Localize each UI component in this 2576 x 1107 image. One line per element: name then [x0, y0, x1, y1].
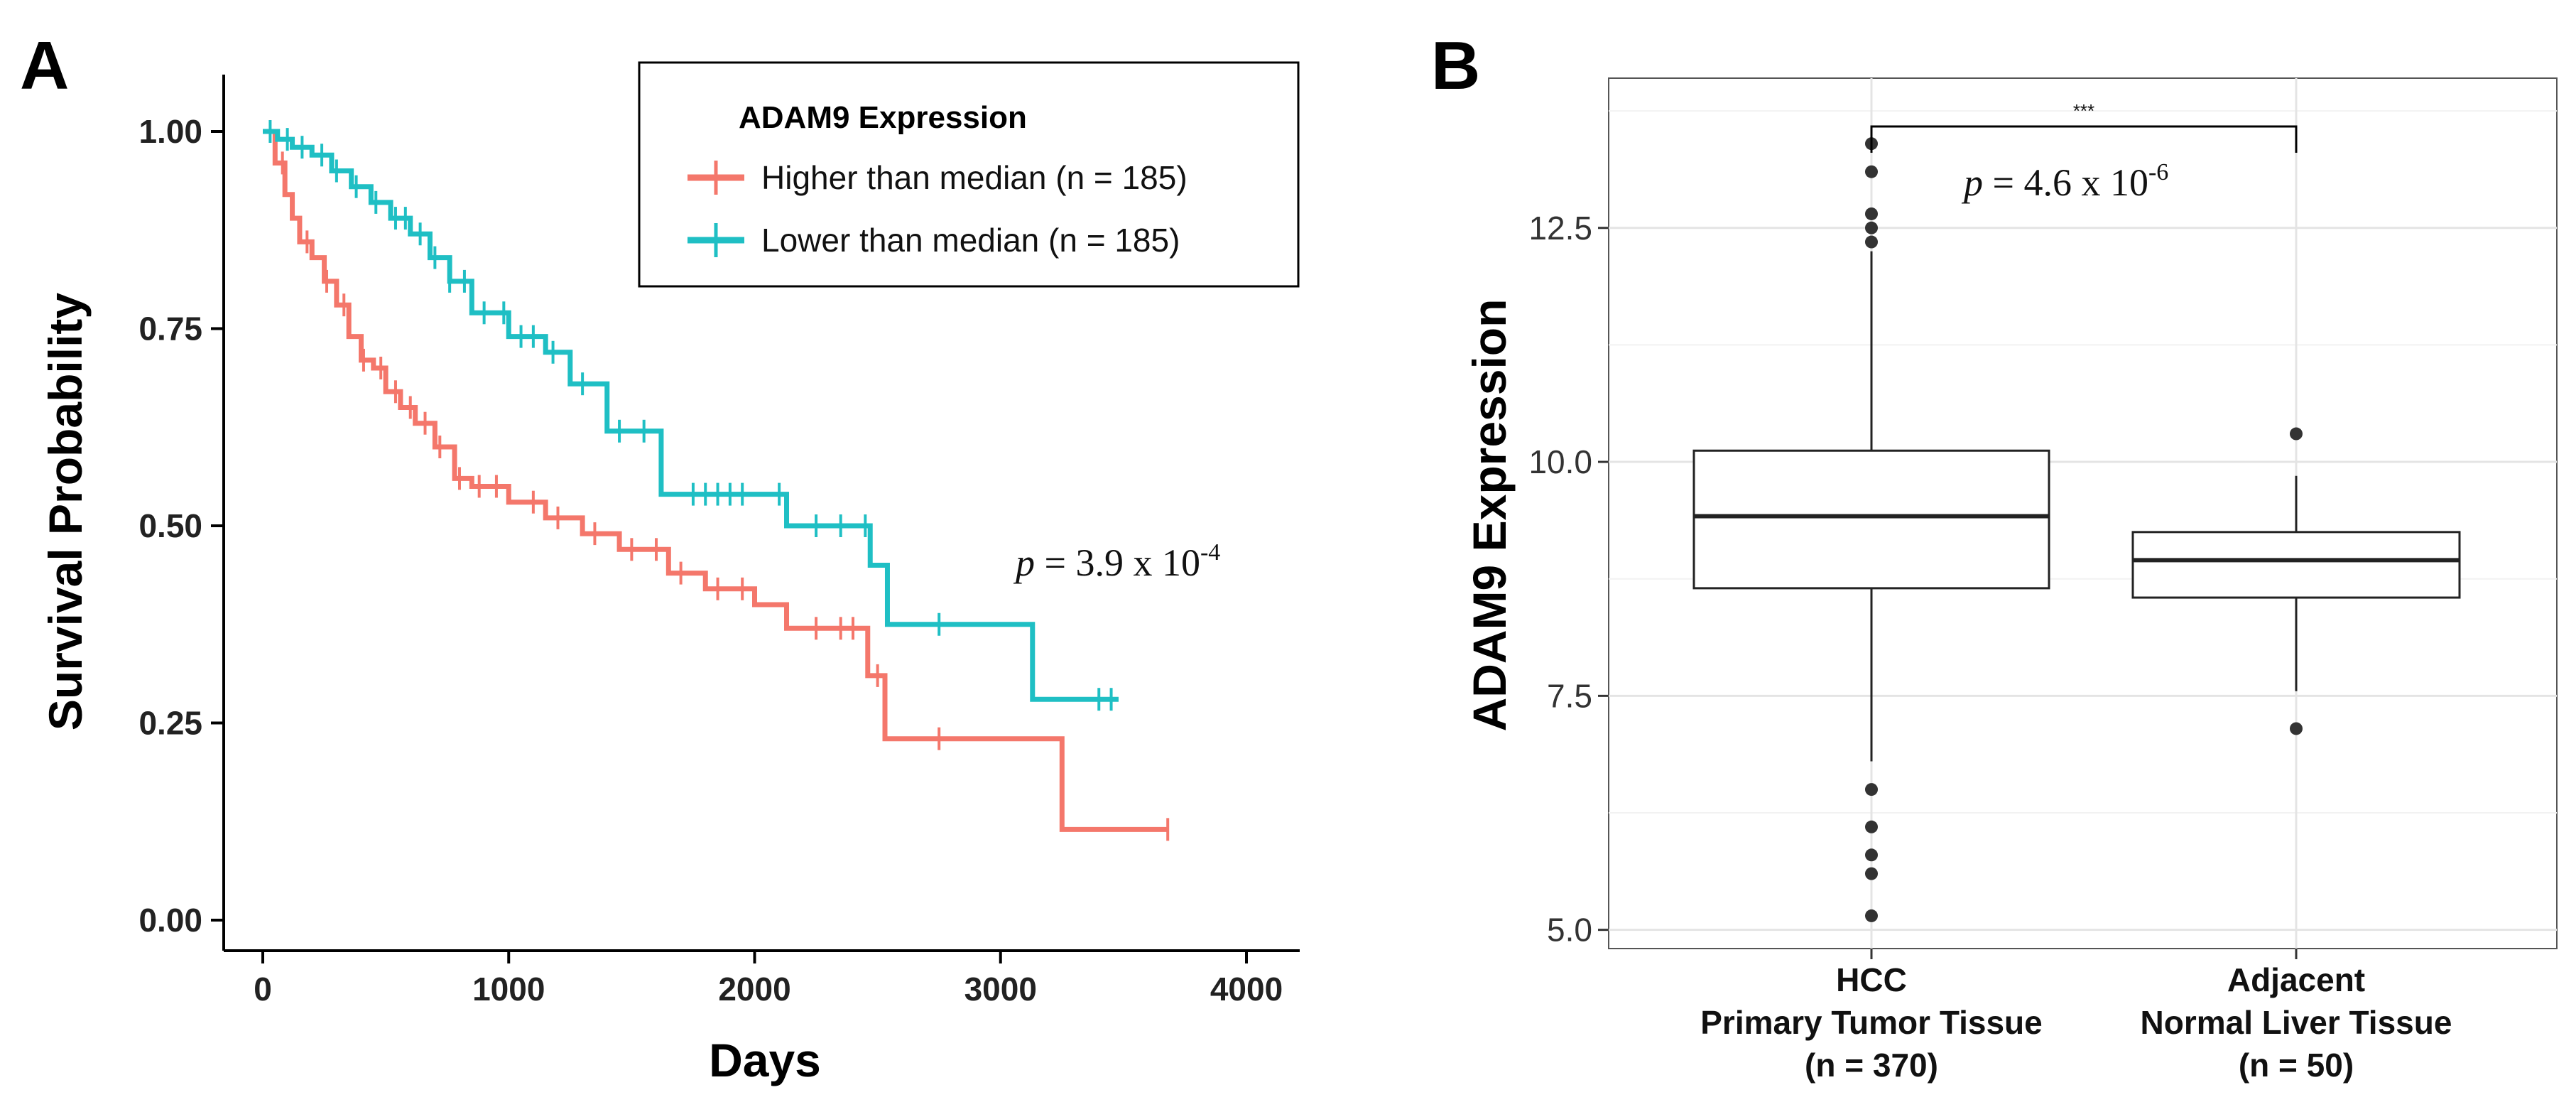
y-tick-label: 7.5	[1547, 677, 1592, 714]
legend-label-lower: Lower than median (n = 185)	[761, 222, 1180, 259]
outlier-point	[1865, 848, 1878, 862]
category-label-line: HCC	[1836, 961, 1907, 998]
y-axis-title: ADAM9 Expression	[1463, 299, 1516, 732]
p-value-annotation: p = 3.9 x 10-4	[1013, 539, 1220, 584]
grid-lines	[1609, 78, 2557, 949]
censor-marks	[268, 120, 1170, 841]
x-tick-label: 4000	[1210, 971, 1283, 1008]
category-label-line: Adjacent	[2227, 961, 2365, 998]
axis-ticks: 0 1000 2000 3000 4000 0.00 0.25 0.50 0.75 1.00	[138, 113, 1283, 1008]
panel-letter-b: B	[1431, 28, 1480, 104]
legend: ADAM9 Expression Higher than median (n =…	[638, 61, 1300, 288]
category-label-line: (n = 50)	[2239, 1047, 2354, 1084]
y-axis-title: Survival Probability	[39, 293, 92, 730]
panel-a-survival-chart: A 0 1000 2000 3000 40000.000.250.500.751.00 …	[20, 28, 1300, 1086]
outlier-point	[1865, 165, 1878, 178]
y-tick-label: 1.00	[138, 113, 202, 150]
box-plots	[1692, 137, 2461, 922]
y-tick-label: 5.0	[1547, 912, 1592, 949]
legend-box	[638, 61, 1300, 288]
legend-label-higher: Higher than median (n = 185)	[761, 159, 1188, 196]
legend-entry-lower: Lower than median (n = 185)	[688, 222, 1180, 259]
outlier-point	[1865, 235, 1878, 249]
iqr-box	[1692, 449, 2050, 590]
curve-higher-than-median	[263, 129, 1168, 832]
y-tick-label: 10.0	[1528, 443, 1592, 480]
outlier-point	[2290, 722, 2303, 735]
significance-bracket: ***	[1870, 100, 2298, 153]
panel-b-boxplot-chart: B 5.0 7.5 10.0 12.5 HCC Primary Tumor Tissue…	[1431, 28, 2558, 1084]
x-tick-label: 2000	[718, 971, 790, 1008]
x-tick-label: 1000	[472, 971, 545, 1008]
outlier-point	[1865, 867, 1878, 880]
outlier-point	[1865, 783, 1878, 796]
y-tick-label: 0.25	[138, 705, 202, 742]
iqr-box	[2131, 531, 2461, 599]
y-tick-label: 12.5	[1528, 210, 1592, 247]
legend-title: ADAM9 Expression	[739, 100, 1027, 135]
legend-entry-higher: Higher than median (n = 185)	[688, 159, 1188, 196]
box-hcc-tumor	[1692, 137, 2050, 922]
y-tick-label: 0.75	[138, 310, 202, 347]
p-value-annotation: p = 4.6 x 10-6	[1961, 159, 2168, 204]
category-labels: HCC Primary Tumor Tissue (n = 370) Adjacent…	[1700, 949, 2452, 1084]
category-label-line: Primary Tumor Tissue	[1700, 1004, 2042, 1041]
outlier-point	[2290, 427, 2303, 441]
y-tick-label: 0.00	[138, 902, 202, 939]
survival-curves	[263, 129, 1168, 832]
axis-ticks: 5.0 7.5 10.0 12.5	[1528, 210, 1609, 949]
outlier-point	[1865, 207, 1878, 220]
category-label-line: (n = 370)	[1805, 1047, 1938, 1084]
box-adjacent-normal	[2131, 427, 2461, 735]
outlier-point	[1865, 909, 1878, 922]
y-tick-label: 0.50	[138, 507, 202, 544]
significance-stars: ***	[2073, 100, 2094, 122]
outlier-point	[1865, 820, 1878, 833]
x-tick-label: 0	[254, 971, 272, 1008]
panel-letter-a: A	[20, 28, 69, 104]
category-label-line: Normal Liver Tissue	[2141, 1004, 2452, 1041]
x-axis-title: Days	[709, 1034, 821, 1086]
outlier-point	[1865, 221, 1878, 234]
x-tick-label: 3000	[964, 971, 1037, 1008]
curve-lower-than-median	[263, 129, 1119, 702]
bracket-line	[1870, 125, 2298, 153]
